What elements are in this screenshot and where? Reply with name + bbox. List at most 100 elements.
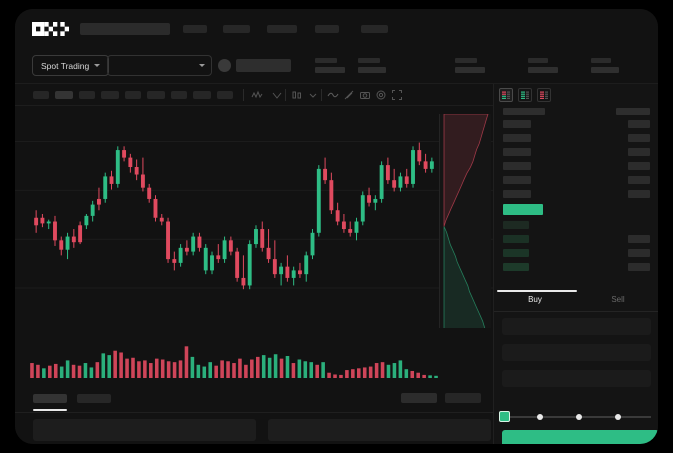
- toolbar-divider: [321, 89, 322, 101]
- settings-icon[interactable]: [375, 89, 387, 101]
- orderbook-and-order-panel: Buy Sell: [493, 84, 658, 444]
- chart-tab-depth[interactable]: [77, 394, 111, 403]
- orderbook-bid-row[interactable]: [503, 263, 529, 271]
- both-rows-icon: [502, 91, 511, 100]
- orderbook-last-price-row[interactable]: [503, 204, 543, 215]
- snapshot-icon[interactable]: [359, 89, 371, 101]
- trading-pair-name: [236, 59, 291, 72]
- compare-icon[interactable]: [271, 89, 283, 101]
- chart-type-icon[interactable]: [291, 89, 303, 101]
- nav-item-1[interactable]: [183, 25, 207, 33]
- market-subheader: Spot Trading: [15, 47, 658, 84]
- okx-logo[interactable]: [32, 22, 69, 36]
- buy-sell-tabs: Buy Sell: [494, 290, 658, 312]
- volume-histogram: [15, 328, 493, 386]
- orderbook-bid-row[interactable]: [503, 249, 529, 257]
- buy-tab-active-underline: [497, 290, 577, 292]
- amount-slider-tick-75[interactable]: [615, 414, 621, 420]
- positions-panel[interactable]: [268, 419, 491, 441]
- timeframe-30m[interactable]: [101, 91, 119, 99]
- orderbook-bid-row[interactable]: [503, 235, 529, 243]
- chart-tab-active-underline: [33, 409, 67, 411]
- orderbook-mode-both[interactable]: [499, 88, 513, 102]
- chart-tab-chart[interactable]: [33, 394, 67, 403]
- order-entry-form: [494, 312, 658, 444]
- chart-action-2[interactable]: [445, 393, 481, 403]
- orders-panel[interactable]: [33, 419, 256, 441]
- orderbook-ask-row[interactable]: [503, 134, 531, 142]
- orderbook-display-modes: [499, 88, 551, 102]
- nav-item-3[interactable]: [267, 25, 297, 33]
- ticker-stat-24h-low: [528, 58, 558, 73]
- toolbar-divider: [285, 89, 286, 101]
- depth-chart-svg: [440, 114, 491, 339]
- orderbook-bid-row-amount: [628, 235, 650, 243]
- ticker-stat-last-price: [315, 58, 345, 73]
- orderbook[interactable]: [494, 106, 658, 298]
- top-navigation-bar: [15, 9, 658, 47]
- place-order-button[interactable]: [502, 430, 658, 444]
- red-rows-icon: [540, 91, 549, 100]
- search-input[interactable]: [80, 23, 170, 35]
- orderbook-bid-row-amount: [628, 263, 650, 271]
- chart-toolbar: [15, 84, 493, 106]
- app-screen: Spot Trading: [15, 9, 658, 444]
- indicator-icon[interactable]: [251, 89, 263, 101]
- orderbook-ask-row-amount: [628, 190, 650, 198]
- tab-buy[interactable]: Buy: [494, 295, 576, 304]
- orderbook-bid-row[interactable]: [503, 221, 529, 229]
- order-total-field[interactable]: [502, 370, 651, 387]
- orderbook-ask-row[interactable]: [503, 176, 531, 184]
- fullscreen-icon[interactable]: [391, 89, 403, 101]
- amount-slider-tick-25[interactable]: [537, 414, 543, 420]
- trading-pair-select[interactable]: [107, 55, 212, 76]
- chart-bottom-tabs: [15, 386, 493, 413]
- orderbook-header-amount: [616, 108, 650, 115]
- order-amount-field[interactable]: [502, 344, 651, 361]
- orderbook-bid-row-amount: [628, 249, 650, 257]
- orderbook-ask-row-amount: [628, 162, 650, 170]
- nav-item-5[interactable]: [361, 25, 388, 33]
- depth-chart-overlay[interactable]: [439, 114, 491, 339]
- device-frame: Spot Trading: [0, 0, 673, 453]
- ticker-stat-24h-volume: [591, 58, 619, 73]
- chart-action-1[interactable]: [401, 393, 437, 403]
- timeframe-4h[interactable]: [147, 91, 165, 99]
- orderbook-mode-asks[interactable]: [537, 88, 551, 102]
- orderbook-ask-row[interactable]: [503, 120, 531, 128]
- trading-mode-label: Spot Trading: [41, 61, 89, 71]
- timeframe-1h[interactable]: [125, 91, 141, 99]
- timeframe-5m[interactable]: [55, 91, 73, 99]
- orderbook-mode-bids[interactable]: [518, 88, 532, 102]
- timeframe-1w[interactable]: [193, 91, 211, 99]
- chevron-down-icon[interactable]: [307, 89, 319, 101]
- trading-mode-button[interactable]: Spot Trading: [32, 55, 109, 76]
- amount-slider-tick-50[interactable]: [576, 414, 582, 420]
- orderbook-ask-row[interactable]: [503, 148, 531, 156]
- green-rows-icon: [521, 91, 530, 100]
- volume-bar-series: [30, 346, 438, 378]
- orderbook-ask-row[interactable]: [503, 190, 531, 198]
- timeframe-1mo[interactable]: [217, 91, 233, 99]
- orderbook-ask-row-amount: [628, 176, 650, 184]
- tab-sell[interactable]: Sell: [577, 295, 658, 304]
- orderbook-ask-row[interactable]: [503, 162, 531, 170]
- drawing-tool-icon[interactable]: [343, 89, 355, 101]
- timeframe-1d[interactable]: [171, 91, 187, 99]
- ticker-stat-change: [358, 58, 386, 73]
- candle-series: [34, 143, 434, 290]
- timeframe-1m[interactable]: [33, 91, 49, 99]
- coin-avatar: [218, 59, 231, 72]
- nav-item-4[interactable]: [315, 25, 339, 33]
- volume-histogram-svg: [15, 328, 493, 386]
- ticker-stat-24h-high: [455, 58, 485, 73]
- candlestick-chart[interactable]: [15, 106, 493, 328]
- line-style-icon[interactable]: [327, 89, 339, 101]
- chevron-down-icon: [199, 64, 205, 67]
- amount-slider-handle[interactable]: [499, 411, 510, 422]
- orderbook-ask-row-amount: [628, 120, 650, 128]
- order-price-field[interactable]: [502, 318, 651, 335]
- timeframe-15m[interactable]: [79, 91, 95, 99]
- nav-item-2[interactable]: [223, 25, 250, 33]
- candlestick-chart-svg: [15, 106, 493, 328]
